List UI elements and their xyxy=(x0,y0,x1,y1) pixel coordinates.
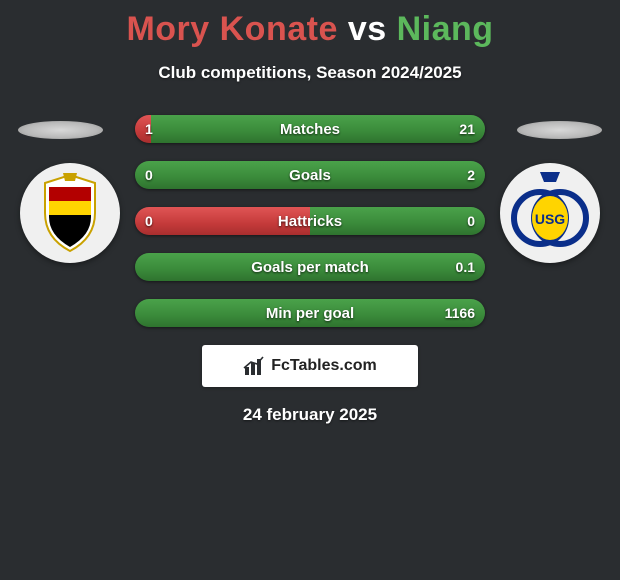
stat-bars: Matches121 Goals02 Hattricks00 Goals per ma… xyxy=(135,103,485,327)
stat-bar-right xyxy=(310,207,485,235)
rings-crest-icon: USG xyxy=(510,170,590,256)
bar-chart-icon xyxy=(243,355,265,377)
player1-name: Mory Konate xyxy=(126,10,337,48)
stat-row: Min per goal1166 xyxy=(135,299,485,327)
club-crest-left xyxy=(20,163,120,263)
comparison-title: Mory Konate vs Niang xyxy=(0,0,620,49)
player2-name: Niang xyxy=(397,10,494,48)
platform-left xyxy=(18,121,103,139)
platform-right xyxy=(517,121,602,139)
subtitle: Club competitions, Season 2024/2025 xyxy=(0,63,620,83)
vs-separator: vs xyxy=(348,10,387,48)
brand-text: FcTables.com xyxy=(271,357,377,375)
stat-bar-left xyxy=(135,207,310,235)
stat-bar-left xyxy=(135,115,151,143)
stat-bar-right xyxy=(151,115,485,143)
stat-bar-right xyxy=(135,161,485,189)
stat-row: Hattricks00 xyxy=(135,207,485,235)
brand-box: FcTables.com xyxy=(202,345,418,387)
stat-row: Matches121 xyxy=(135,115,485,143)
comparison-date: 24 february 2025 xyxy=(0,405,620,425)
stat-bar-right xyxy=(135,299,485,327)
stat-row: Goals per match0.1 xyxy=(135,253,485,281)
shield-icon xyxy=(35,173,105,253)
comparison-stage: USG Matches121 Goals02 Hattricks00 Goals pe… xyxy=(0,103,620,327)
stat-row: Goals02 xyxy=(135,161,485,189)
club-crest-right: USG xyxy=(500,163,600,263)
crest-letters: USG xyxy=(535,211,565,227)
stat-bar-right xyxy=(135,253,485,281)
